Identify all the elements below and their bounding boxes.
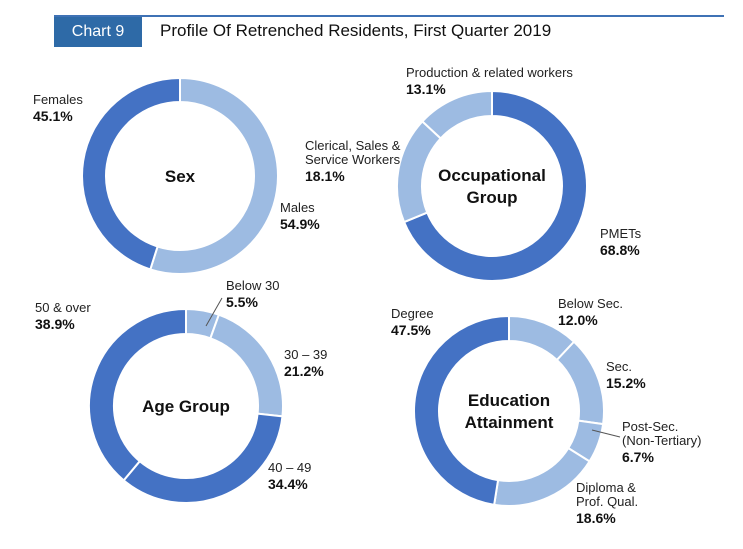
leader-line-post-sec: [591, 429, 621, 438]
slice-label: PMETs: [600, 226, 642, 241]
donut-slice-females: [81, 76, 181, 271]
slice-value-label: 13.1%: [406, 81, 446, 97]
slice-label: Production & related workers: [406, 65, 573, 80]
chart-title: Profile Of Retrenched Residents, First Q…: [160, 21, 552, 40]
slice-value-label: 6.7%: [622, 449, 654, 465]
slice-label: Sec.: [606, 359, 632, 374]
slice-value-label: 18.1%: [305, 168, 345, 184]
donut-slice-50-over: [88, 307, 187, 482]
slice-value-label: 54.9%: [280, 216, 320, 232]
donut-center-label: Sex: [165, 167, 196, 186]
slice-value-label: 47.5%: [391, 322, 431, 338]
slice-value-label: 12.0%: [558, 312, 598, 328]
slice-label: 30 – 39: [284, 347, 327, 362]
donut-slice-40-49: [122, 412, 284, 504]
chart-number-badge: Chart 9: [54, 17, 142, 47]
donut-center-label: Occupational Group: [438, 166, 546, 207]
education-attainment-donut: Below Sec.12.0% Sec.15.2% Post-Sec. (Non-Te…: [391, 296, 701, 526]
slice-value-label: 5.5%: [226, 294, 258, 310]
donut-slice-pmets: [402, 89, 588, 282]
slice-label: Males: [280, 200, 315, 215]
donut-slice-production-related-workers: [420, 89, 493, 140]
slice-label: Diploma & Prof. Qual.: [576, 480, 638, 509]
slice-value-label: 34.4%: [268, 476, 308, 492]
slice-value-label: 68.8%: [600, 242, 640, 258]
slice-value-label: 38.9%: [35, 316, 75, 332]
donut-slice-males: [149, 76, 279, 275]
slice-label: Below 30: [226, 278, 279, 293]
slice-label: Females: [33, 92, 83, 107]
slice-label: Degree: [391, 306, 434, 321]
slice-value-label: 45.1%: [33, 108, 73, 124]
header-rule: [54, 15, 724, 17]
slice-label: Post-Sec. (Non-Tertiary): [622, 419, 701, 448]
leader-line-below-30: [205, 297, 223, 327]
slice-value-label: 21.2%: [284, 363, 324, 379]
slice-label: Below Sec.: [558, 296, 623, 311]
slice-label: 50 & over: [35, 300, 91, 315]
donut-slice-degree: [413, 314, 510, 506]
donut-center-label: Education Attainment: [465, 391, 554, 432]
slice-value-label: 15.2%: [606, 375, 646, 391]
slice-label: 40 – 49: [268, 460, 311, 475]
donut-slice-sec: [555, 340, 605, 426]
slice-label: Clerical, Sales & Service Workers: [305, 138, 401, 167]
donut-slice-clerical-sales-service-workers: [396, 119, 443, 224]
donut-center-label: Age Group: [142, 397, 230, 416]
slice-value-label: 18.6%: [576, 510, 616, 526]
